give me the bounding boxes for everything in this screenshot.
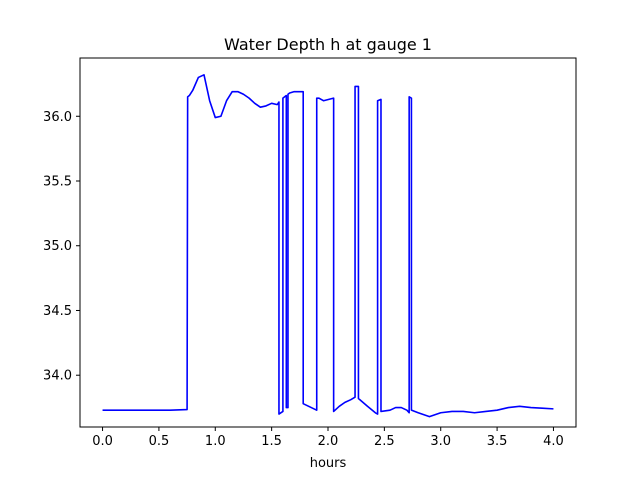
x-tick-label: 1.5 — [261, 434, 282, 449]
y-tick-label: 35.5 — [43, 175, 72, 190]
y-tick-label: 34.5 — [43, 304, 72, 319]
x-axis-ticks: 0.0 0.5 1.0 1.5 2.0 2.5 3.0 3.5 4.0 — [92, 427, 564, 449]
x-tick-label: 2.0 — [318, 434, 339, 449]
chart-title: Water Depth h at gauge 1 — [224, 35, 432, 54]
y-tick-label: 35.0 — [43, 239, 72, 254]
x-tick-label: 3.5 — [487, 434, 508, 449]
x-tick-label: 3.0 — [430, 434, 451, 449]
x-axis-label: hours — [310, 456, 347, 471]
x-tick-label: 2.5 — [374, 434, 395, 449]
series-line-1 — [102, 74, 554, 418]
y-tick-label: 36.0 — [43, 110, 72, 125]
x-tick-label: 1.0 — [205, 434, 226, 449]
x-tick-label: 4.0 — [543, 434, 564, 449]
y-axis-ticks: 34.0 34.5 35.0 35.5 36.0 — [43, 110, 80, 384]
x-tick-label: 0.0 — [92, 434, 113, 449]
x-tick-label: 0.5 — [149, 434, 170, 449]
y-tick-label: 34.0 — [43, 369, 72, 384]
